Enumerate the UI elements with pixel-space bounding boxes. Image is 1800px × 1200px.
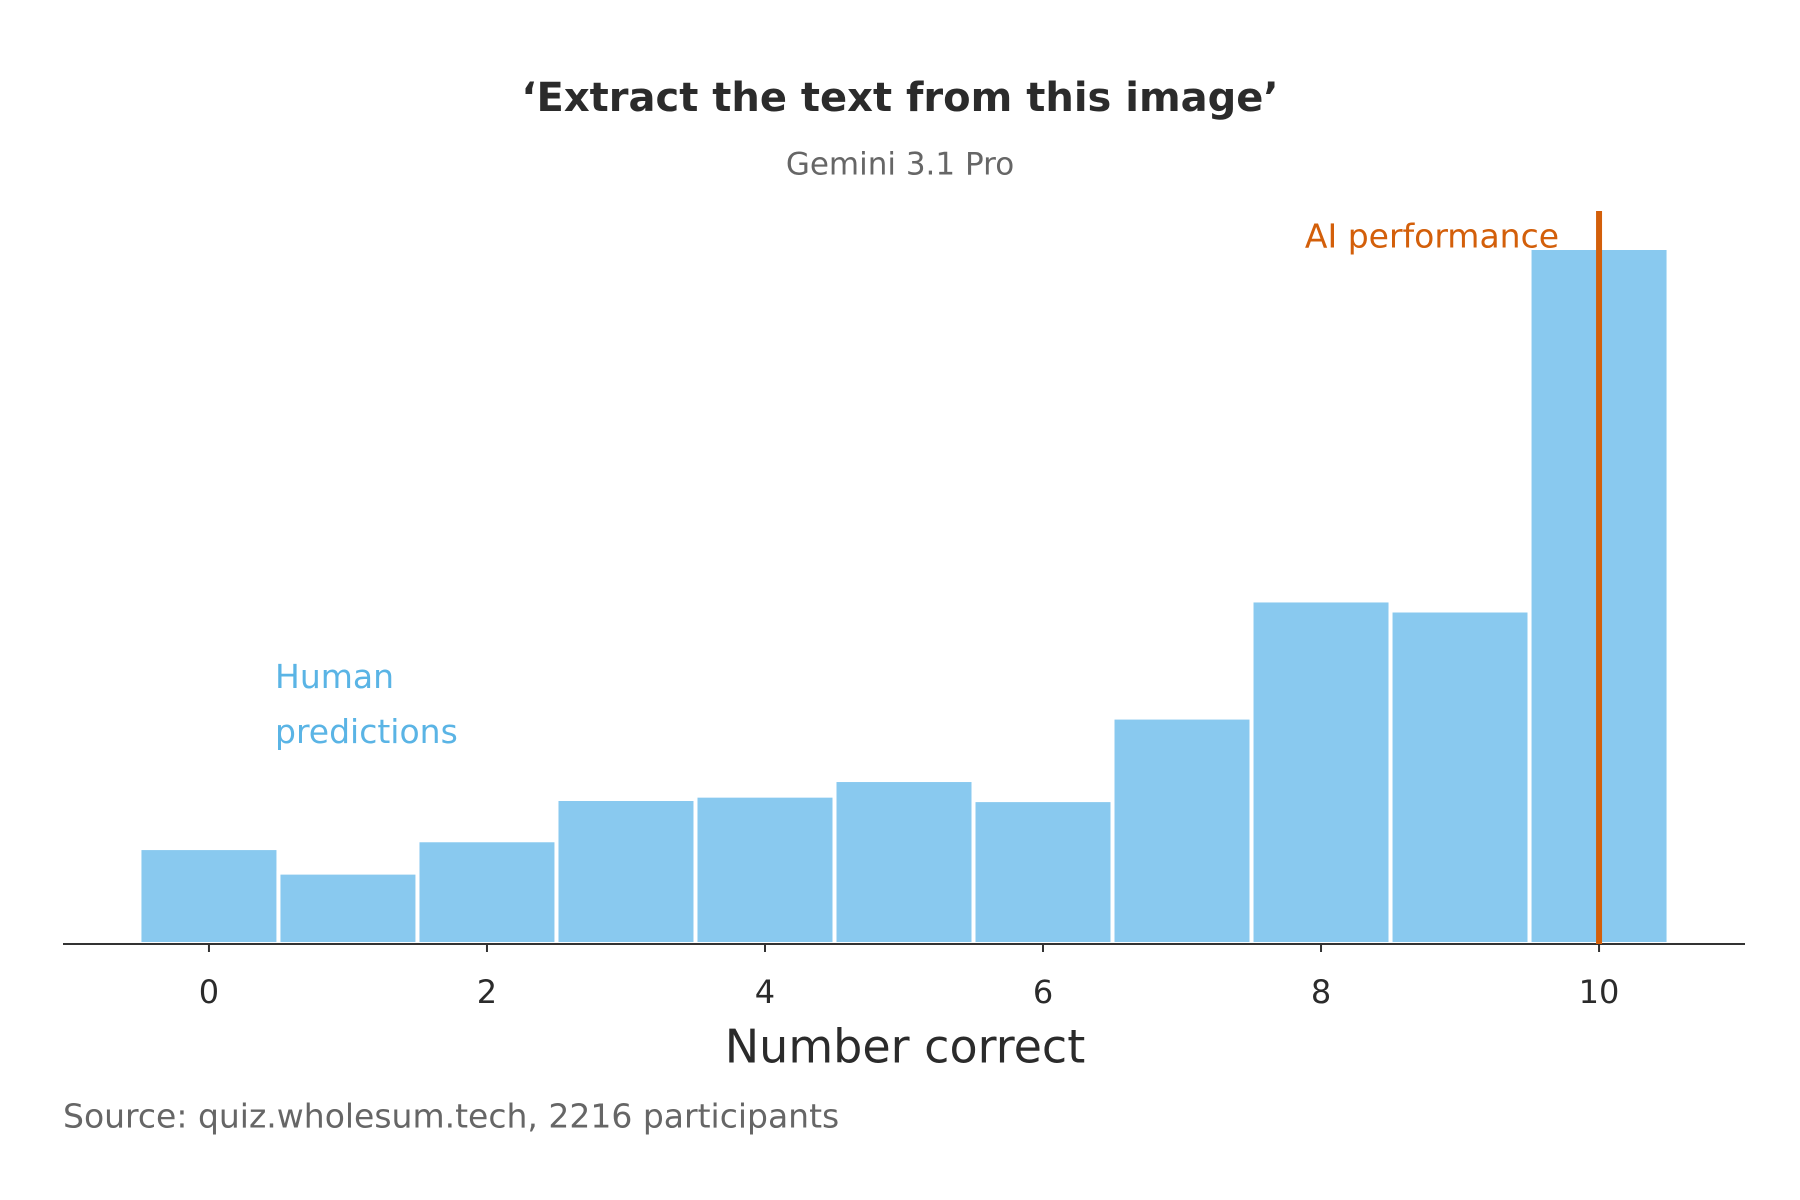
bar [971, 798, 1115, 946]
x-tick-label: 2 [477, 973, 497, 1011]
bar [1249, 598, 1393, 946]
chart-subtitle: Gemini 3.1 Pro [786, 147, 1014, 183]
x-tick-label: 8 [1311, 973, 1331, 1011]
bar [693, 793, 837, 947]
bar [554, 797, 698, 946]
x-tick-label: 0 [199, 973, 219, 1011]
x-tick-label: 6 [1033, 973, 1053, 1011]
bar [276, 870, 420, 946]
bar [1110, 715, 1254, 946]
bar [137, 846, 281, 946]
chart-title: ‘Extract the text from this image’ [521, 75, 1278, 121]
bar [415, 838, 559, 946]
source-note: Source: quiz.wholesum.tech, 2216 partici… [63, 1097, 839, 1136]
bar [832, 778, 976, 946]
series-annotation: Human predictions [275, 657, 458, 751]
x-tick-label: 10 [1579, 973, 1620, 1011]
bar [1388, 608, 1532, 946]
x-tick-label: 4 [755, 973, 775, 1011]
x-axis-label: Number correct [725, 1020, 1085, 1074]
reference-label: AI performance [1305, 217, 1559, 256]
